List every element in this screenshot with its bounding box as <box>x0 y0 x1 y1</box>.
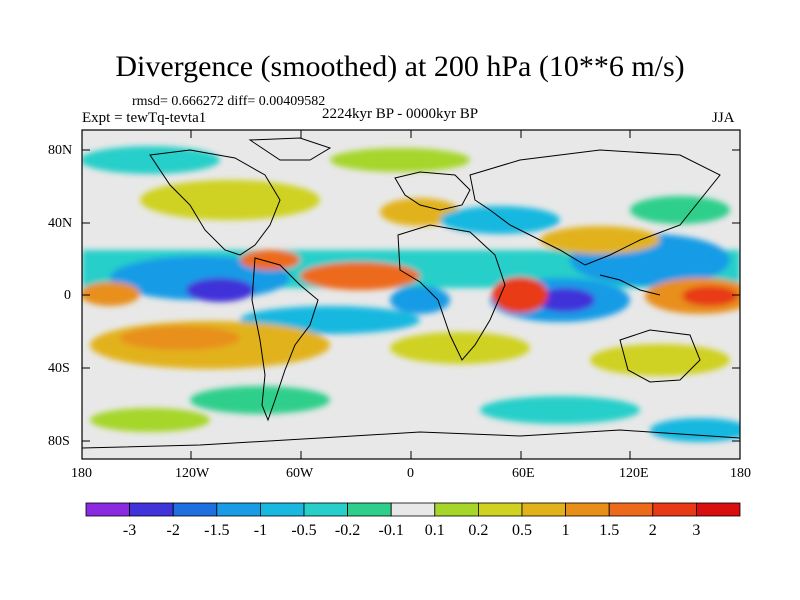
coastlines <box>82 137 740 449</box>
x-tick-label-0: 0 <box>407 466 414 481</box>
australia-outline <box>619 329 701 383</box>
south-america-outline <box>251 257 319 422</box>
colorbar-label: 0.1 <box>425 522 445 539</box>
africa-outline <box>397 224 506 361</box>
yellow-region-australia <box>590 344 730 376</box>
colorbar-swatch <box>216 502 261 517</box>
yellow-region-n-america <box>140 180 320 220</box>
colorbar-label: -0.2 <box>335 522 360 539</box>
y-tick-label-40n: 40N <box>48 216 73 231</box>
orange-region-dateline <box>82 282 140 306</box>
colorbar-label: -1 <box>254 522 267 539</box>
season-label: JJA <box>712 110 735 126</box>
y-tick-label-80n: 80N <box>48 143 73 158</box>
strong-convergence-e-pacific <box>186 278 254 302</box>
colorbar-label: 0.5 <box>512 522 532 539</box>
y-tick-label-40s: 40S <box>48 361 70 376</box>
colorbar-label: 0.2 <box>468 522 488 539</box>
cyan-region-n-pacific <box>82 146 220 174</box>
experiment-label: Expt = tewTq-tevta1 <box>82 110 207 126</box>
colorbar-label: -2 <box>167 522 180 539</box>
stats-line: rmsd= 0.666272 diff= 0.00409582 <box>132 94 326 109</box>
colorbar-swatch <box>565 502 610 517</box>
x-tick-label-180w: 180 <box>71 466 92 481</box>
green-region-s-ocean <box>190 386 330 414</box>
colorbar: -3 -2 -1.5 -1 -0.5 -0.2 -0.1 0.1 0.2 0.5 1 1.5 2 3 <box>85 502 741 539</box>
divergence-field <box>82 130 740 459</box>
orange-region-n-atlantic <box>380 198 460 226</box>
colorbar-swatch <box>129 502 174 517</box>
cyan-region-s-ocean <box>480 396 640 424</box>
x-tick-label-60e: 60E <box>512 466 535 481</box>
strong-convergence-indian <box>535 288 595 312</box>
y-tick-label-0: 0 <box>64 288 71 303</box>
x-tick-label-120w: 120W <box>175 466 210 481</box>
colorbar-label: 3 <box>692 522 700 539</box>
orange-region-caribbean <box>240 250 300 270</box>
colorbar-swatch <box>259 502 305 517</box>
colorbar-label: -3 <box>123 522 136 539</box>
antarctica-outline <box>82 429 740 449</box>
axis-ticks <box>82 130 740 459</box>
colorbar-swatch <box>521 502 566 517</box>
blue-region-atlantic <box>390 286 450 314</box>
orange-region-asia <box>540 226 660 254</box>
green-region-arctic <box>330 148 470 172</box>
colorbar-swatch <box>477 502 523 517</box>
colorbar-swatch <box>85 502 130 517</box>
yellow-region-s-atlantic <box>390 332 530 364</box>
colorbar-swatch <box>172 502 218 517</box>
orange-region-atlantic <box>300 262 420 290</box>
colorbar-swatch <box>652 502 697 517</box>
greenland-outline <box>248 137 332 161</box>
europe-outline <box>394 171 471 211</box>
colorbar-swatch <box>347 502 392 517</box>
colorbar-swatch <box>390 502 436 517</box>
red-core-w-pacific <box>682 286 738 306</box>
orange-core-s-pacific <box>120 326 240 350</box>
asia-outline <box>469 149 721 266</box>
map-frame <box>81 129 741 460</box>
colorbar-swatch <box>608 502 654 517</box>
colorbar-label: 2 <box>649 522 657 539</box>
period-label: 2224kyr BP - 0000kyr BP <box>322 106 479 122</box>
colorbar-swatch <box>303 502 348 517</box>
colorbar-label: -1.5 <box>204 522 229 539</box>
north-america-outline <box>149 149 281 256</box>
colorbar-swatch <box>434 502 479 517</box>
colorbar-label: -0.1 <box>379 522 404 539</box>
colorbar-label: 1.5 <box>599 522 619 539</box>
colorbar-label: 1 <box>562 522 570 539</box>
cyan-region-europe <box>440 206 560 234</box>
x-tick-label-180e: 180 <box>730 466 751 481</box>
y-tick-label-80s: 80S <box>48 434 70 449</box>
colorbar-label: -0.5 <box>291 522 316 539</box>
colorbar-swatch <box>696 502 741 517</box>
cyan-region-antarctic <box>650 418 740 442</box>
plot-title: Divergence (smoothed) at 200 hPa (10**6 … <box>115 50 685 83</box>
x-tick-label-120e: 120E <box>619 466 649 481</box>
green-region-sw-pacific <box>90 408 210 432</box>
green-region-n-pacific <box>630 196 730 224</box>
red-core-africa <box>492 277 548 313</box>
x-tick-label-60w: 60W <box>286 466 314 481</box>
maritime-continent-outline <box>599 274 661 296</box>
